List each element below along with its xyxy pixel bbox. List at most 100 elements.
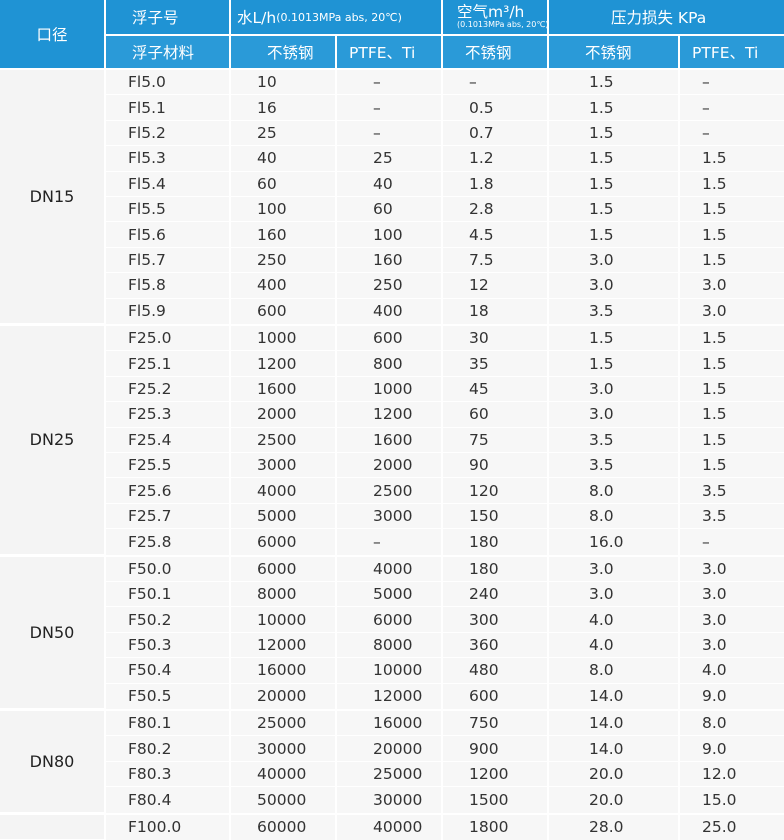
group-label: DN80 [0,711,104,812]
table-cell: 40000 [337,814,441,840]
table-cell: 2000 [231,402,335,428]
table-cell: 14.0 [549,683,678,709]
table-cell: 160 [337,247,441,274]
table-cell: 1500 [443,787,547,813]
table-cell: F80.2 [106,736,229,762]
table-cell: – [337,120,441,147]
table-cell: 3.0 [549,273,678,299]
table-cell: 14.0 [549,711,678,737]
table-cell: 4.5 [443,222,547,248]
table-cell: 600 [337,326,441,352]
table-cell: 3.0 [549,556,678,582]
table-cell: 1600 [231,376,335,403]
table-cell: F25.8 [106,529,229,555]
table-cell: F50.4 [106,658,229,684]
table-cell: 8.0 [549,478,678,504]
table-cell: F50.1 [106,582,229,608]
table-cell: F25.4 [106,427,229,453]
table-cell: 240 [443,582,547,608]
header-float-material: 浮子材料 [106,36,229,68]
header-pressure-stainless: 不锈钢 [549,36,678,68]
group-label [0,814,104,839]
table-cell: 30 [443,326,547,352]
table-cell: 1800 [443,814,547,840]
table-cell: 1.5 [680,146,784,172]
table-cell: 100 [231,197,335,223]
table-cell: 4.0 [549,607,678,633]
table-cell: 20.0 [549,761,678,788]
table-cell: 25.0 [680,814,784,840]
table-cell: 120 [443,478,547,504]
table-cell: 4.0 [680,658,784,684]
table-cell: 100 [337,222,441,248]
table-cell: Fl5.2 [106,120,229,147]
table-cell: 14.0 [549,736,678,762]
table-cell: 5000 [337,582,441,608]
table-cell: F25.3 [106,402,229,428]
table-cell: 1.5 [549,326,678,352]
table-cell: 3.5 [549,453,678,479]
table-cell: 16.0 [549,529,678,555]
table-cell: F25.7 [106,503,229,530]
table-cell: 2.8 [443,197,547,223]
table-cell: 40 [337,171,441,197]
table-cell: 8000 [337,632,441,659]
table-cell: 1000 [337,376,441,403]
table-cell: 3.0 [549,582,678,608]
table-cell: 40000 [231,761,335,788]
table-cell: F100.0 [106,814,229,840]
table-cell: 28.0 [549,814,678,840]
table-cell: Fl5.7 [106,247,229,274]
table-cell: 25 [231,120,335,147]
table-cell: F50.2 [106,607,229,633]
table-cell: 50000 [231,787,335,813]
table-cell: 12 [443,273,547,299]
table-cell: Fl5.5 [106,197,229,223]
table-cell: – [443,70,547,96]
table-cell: 4.0 [549,632,678,659]
table-cell: Fl5.6 [106,222,229,248]
table-cell: 1000 [231,326,335,352]
table-cell: F80.1 [106,711,229,737]
table-cell: 1200 [337,402,441,428]
table-cell: 3.0 [680,273,784,299]
table-cell: F50.5 [106,683,229,709]
group-label: DN15 [0,70,104,323]
table-cell: 180 [443,556,547,582]
table-cell: Fl5.3 [106,146,229,172]
group-label: DN25 [0,326,104,554]
table-cell: 4000 [337,556,441,582]
table-cell: 60 [337,197,441,223]
air-flow-unit: (0.1013MPa abs, 20℃) [457,20,547,29]
table-cell: 3.0 [549,402,678,428]
table-cell: 600 [443,683,547,709]
table-cell: 40 [231,146,335,172]
table-cell: 1.5 [549,171,678,197]
table-cell: 6000 [337,607,441,633]
table-cell: 400 [231,273,335,299]
table-cell: 20000 [337,736,441,762]
table-cell: 480 [443,658,547,684]
table-cell: 2500 [231,427,335,453]
table-cell: 1.5 [680,453,784,479]
table-cell: 1.5 [549,95,678,121]
table-cell: 8.0 [680,711,784,737]
table-cell: 800 [337,351,441,377]
table-cell: 3.0 [680,298,784,324]
table-cell: 900 [443,736,547,762]
table-cell: 1.5 [549,70,678,96]
table-cell: 2500 [337,478,441,504]
table-cell: 12.0 [680,761,784,788]
table-cell: 3.5 [549,427,678,453]
table-cell: 160 [231,222,335,248]
table-cell: 1.5 [680,247,784,274]
table-cell: 1.5 [680,376,784,403]
table-cell: 400 [337,298,441,324]
table-cell: 35 [443,351,547,377]
table-cell: – [680,529,784,555]
table-cell: 16 [231,95,335,121]
table-cell: 1.5 [549,197,678,223]
table-cell: 25 [337,146,441,172]
header-float-no: 浮子号 [106,0,229,34]
table-cell: 0.7 [443,120,547,147]
